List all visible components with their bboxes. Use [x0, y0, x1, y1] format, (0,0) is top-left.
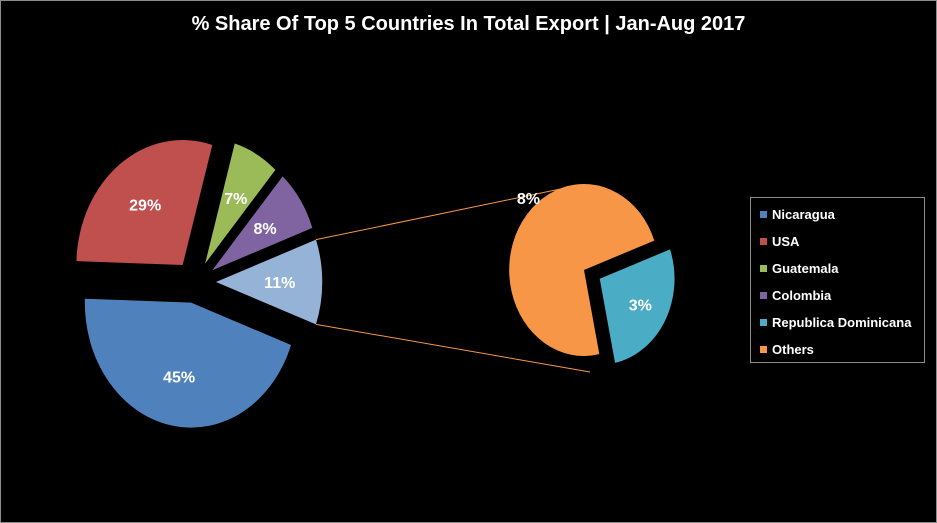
pie-slice-nicaragua — [84, 298, 292, 428]
legend-item-republica-dominicana: Republica Dominicana — [760, 309, 924, 336]
pie-slice-colombia-group — [212, 176, 313, 271]
legend-label: Others — [772, 342, 814, 357]
legend-item-colombia: Colombia — [760, 282, 924, 309]
legend-swatch — [760, 211, 767, 219]
pie-slice-guatemala — [205, 143, 276, 264]
legend-label: Nicaragua — [772, 207, 835, 222]
legend-item-usa: USA — [760, 228, 924, 255]
main-pie — [76, 140, 323, 428]
legend-swatch — [760, 346, 767, 354]
secondary-slice-republica-dominicana — [599, 249, 675, 363]
slice-label-colombia: 8% — [254, 221, 277, 238]
legend-swatch — [760, 238, 767, 246]
connector-lines — [315, 186, 591, 373]
secondary-slice-others — [509, 184, 655, 356]
pie-slice-colombia — [212, 176, 313, 271]
slice-label-nicaragua: 45% — [163, 369, 195, 386]
secondary-pie — [509, 184, 675, 363]
legend-swatch — [760, 292, 767, 300]
pie-slice-others — [216, 239, 323, 325]
legend-swatch — [760, 265, 767, 273]
connector-line-top — [315, 186, 571, 241]
pie-slice-guatemala-group — [205, 143, 276, 264]
legend-item-others: Others — [760, 336, 924, 363]
legend-label: Republica Dominicana — [772, 315, 912, 330]
legend: Nicaragua USA Guatemala Colombia Republi… — [750, 197, 925, 363]
slice-label-usa: 29% — [129, 197, 161, 214]
chart-title: % Share Of Top 5 Countries In Total Expo… — [191, 13, 746, 35]
legend-swatch — [760, 319, 767, 327]
connector-line-bottom — [315, 323, 591, 373]
pie-slice-usa — [76, 140, 213, 266]
legend-label: USA — [772, 234, 800, 249]
slice-labels: 45% 29% 7% 8% 11% 3% 8% — [129, 191, 652, 386]
pie-slice-nicaragua-group — [84, 298, 292, 428]
secondary-label-others: 8% — [517, 191, 540, 208]
slice-label-others: 11% — [264, 275, 295, 292]
pie-slice-usa-group — [76, 140, 213, 266]
legend-item-nicaragua: Nicaragua — [760, 201, 924, 228]
secondary-slice-others-group — [509, 184, 655, 356]
slice-label-guatemala: 7% — [224, 191, 247, 208]
legend-label: Guatemala — [772, 261, 839, 276]
pie-slice-others-group — [216, 239, 323, 325]
secondary-label-republica-dominicana: 3% — [629, 298, 652, 315]
legend-item-guatemala: Guatemala — [760, 255, 924, 282]
secondary-slice-republica-dominicana-group — [599, 249, 675, 363]
legend-label: Colombia — [772, 288, 832, 303]
